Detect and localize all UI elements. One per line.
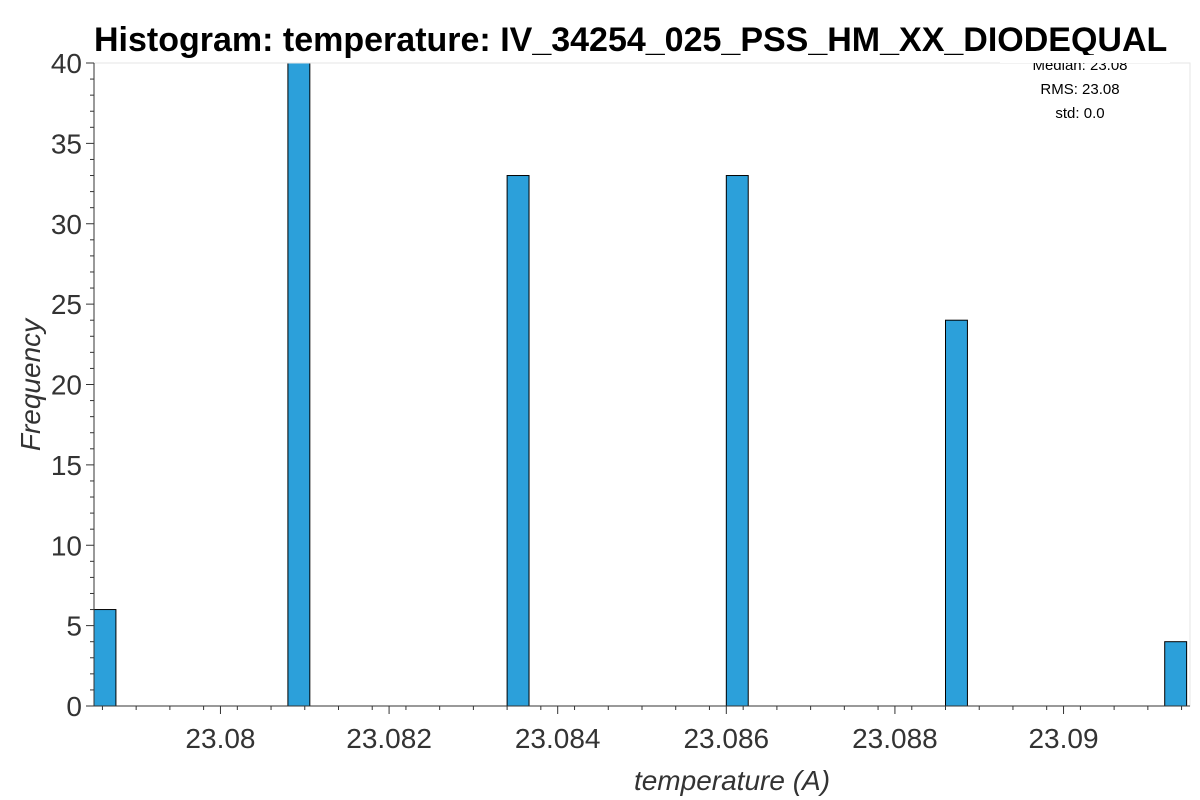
y-axis-label: Frequency: [15, 317, 46, 451]
histogram-bar: [725, 175, 749, 707]
plot-frame: [93, 62, 1191, 707]
histogram-bar: [506, 175, 530, 707]
y-tick-label: 40: [51, 48, 82, 79]
y-tick-label: 0: [66, 691, 82, 722]
x-tick-label: 23.08: [185, 723, 255, 754]
histogram-bars: [93, 62, 1188, 707]
y-tick-label: 15: [51, 450, 82, 481]
y-tick-label: 20: [51, 370, 82, 401]
histogram-bar: [287, 62, 311, 707]
y-tick-label: 30: [51, 209, 82, 240]
x-tick-label: 23.086: [683, 723, 769, 754]
stats-mask: [1000, 55, 1170, 63]
y-tick-label: 25: [51, 289, 82, 320]
y-axis-ticks: 0 5 10 15 20 25 30 35 40: [51, 48, 95, 722]
x-axis-ticks: 23.08 23.082 23.084 23.086 23.088 23.09: [94, 705, 1190, 754]
minor-ticks: [90, 78, 1183, 710]
y-tick-label: 10: [51, 530, 82, 561]
histogram-bar: [93, 609, 117, 707]
x-tick-label: 23.09: [1028, 723, 1098, 754]
x-axis-label: temperature (A): [634, 765, 830, 796]
x-tick-label: 23.082: [346, 723, 432, 754]
histogram-bar: [1164, 641, 1188, 707]
stat-line: RMS: 23.08: [1040, 81, 1119, 98]
chart-title: Histogram: temperature: IV_34254_025_PSS…: [94, 21, 1168, 59]
stat-line: std: 0.0: [1055, 105, 1104, 122]
y-tick-label: 35: [51, 128, 82, 159]
histogram-bar: [945, 319, 968, 707]
x-tick-label: 23.084: [515, 723, 601, 754]
x-tick-label: 23.088: [852, 723, 938, 754]
y-tick-label: 5: [66, 611, 82, 642]
